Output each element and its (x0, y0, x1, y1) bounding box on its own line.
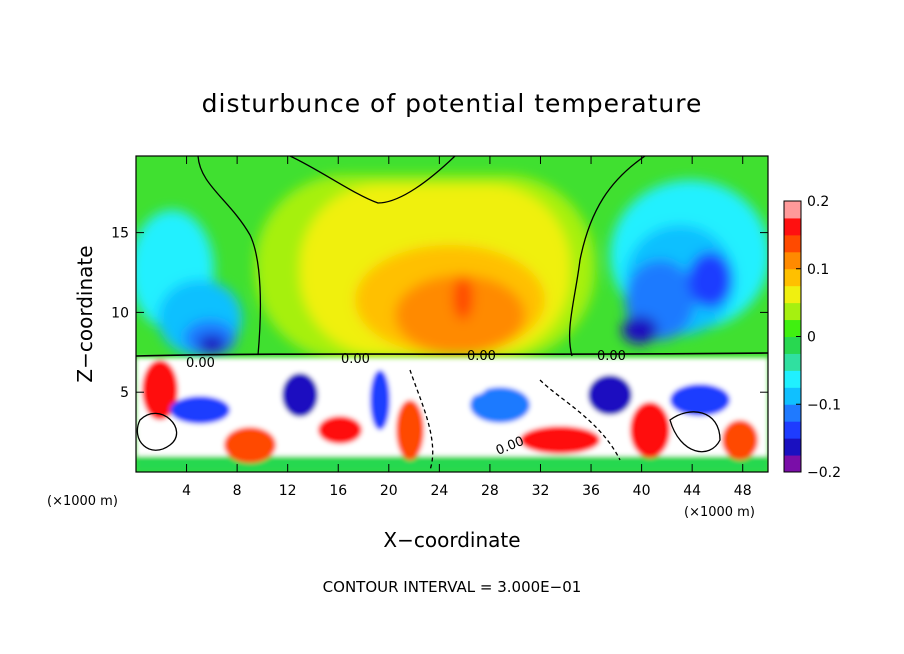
colorbar-tick-label: 0 (807, 330, 816, 346)
patch-blue-3 (370, 370, 390, 430)
patch-blue-6 (670, 384, 730, 416)
colorbar-swatch (784, 251, 801, 270)
x-unit-right: (×1000 m) (684, 505, 755, 520)
lower-field (136, 358, 768, 472)
patch-orange-1 (224, 427, 276, 463)
colorbar: 0.2 0.1 0 −0.1 −0.2 (783, 194, 841, 481)
colorbar-swatch (784, 217, 801, 236)
contour-label-2: 0.00 (341, 352, 370, 367)
y-tick-label: 15 (111, 226, 129, 242)
zero-contour-interface (136, 352, 768, 357)
contour-dashed-1 (409, 369, 434, 471)
chart-title: disturbunce of potential temperature (202, 89, 703, 118)
plot-frame (135, 155, 769, 473)
colorbar-swatch (784, 268, 801, 287)
colorbar-swatch (784, 319, 801, 337)
contour-dashed-2 (539, 379, 621, 461)
zero-contour-left (197, 156, 262, 356)
patch-blue-4 (470, 387, 530, 423)
patch-orange-2 (396, 400, 424, 460)
colorbar-swatch (784, 353, 801, 371)
x-axis-title: X−coordinate (383, 528, 520, 552)
contour-loop-2 (669, 411, 721, 453)
cool-region-left-core (198, 335, 226, 353)
colorbar-tick-label: 0.1 (807, 262, 829, 278)
patch-red-4 (630, 402, 670, 458)
colorbar-tick-label: −0.1 (807, 397, 841, 413)
colorbar-tick-label: −0.2 (807, 465, 841, 481)
zero-contour-top (289, 156, 456, 204)
colorbar-swatch (784, 285, 801, 304)
patch-blue-5 (588, 375, 632, 415)
colorbar-tick-label: 0.2 (807, 194, 829, 210)
x-tick-label: 44 (683, 483, 701, 499)
x-tick-label: 20 (380, 483, 398, 499)
x-tick-label: 40 (633, 483, 651, 499)
patch-white-1 (450, 364, 490, 396)
x-tick-label: 16 (329, 483, 347, 499)
y-axis-title: Z−coordinate (73, 245, 97, 382)
patch-red-2 (318, 416, 362, 444)
colorbar-swatch (784, 455, 801, 473)
x-unit-left: (×1000 m) (47, 494, 118, 509)
contour-label-3: 0.00 (467, 349, 496, 364)
warm-region-peak (453, 276, 473, 320)
colorbar-swatch (784, 404, 801, 422)
colorbar-swatch (784, 438, 801, 456)
patch-blue-2 (282, 373, 318, 417)
lower-band-green (136, 456, 768, 472)
y-ticks: 5 10 15 (111, 226, 768, 401)
plot-area (136, 156, 768, 472)
x-tick-label: 24 (430, 483, 448, 499)
colorbar-swatch (784, 201, 801, 219)
patch-blue-1 (170, 396, 230, 424)
colorbar-swatch (784, 421, 801, 439)
contour-loop-1 (136, 412, 178, 451)
zero-contour-right (569, 156, 646, 357)
colorbar-swatch (784, 370, 801, 388)
cool-region-right-deep (622, 316, 658, 344)
x-tick-label: 28 (481, 483, 499, 499)
y-tick-label: 10 (111, 305, 129, 321)
x-tick-label: 4 (182, 483, 191, 499)
contour-interval-note: CONTOUR INTERVAL = 3.000E−01 (323, 578, 582, 596)
x-tick-label: 32 (532, 483, 550, 499)
patch-red-1 (142, 360, 178, 420)
x-tick-label: 12 (279, 483, 297, 499)
colorbar-swatch (784, 234, 801, 253)
cool-region-right-core (688, 252, 732, 308)
colorbar-swatch (784, 336, 801, 354)
patch-orange-3 (722, 420, 758, 460)
x-tick-label: 8 (233, 483, 242, 499)
y-tick-label: 5 (120, 385, 129, 401)
patch-red-3 (520, 426, 600, 454)
contour-label-1: 0.00 (186, 356, 215, 371)
contour-lines (136, 156, 768, 471)
x-ticks: 4 8 12 16 20 24 28 32 36 40 44 48 (182, 156, 752, 499)
contour-label-4: 0.00 (597, 349, 626, 364)
colorbar-swatch (784, 387, 801, 405)
colorbar-swatch (784, 302, 801, 321)
upper-field (136, 175, 768, 360)
x-tick-label: 36 (582, 483, 600, 499)
x-tick-label: 48 (734, 483, 752, 499)
